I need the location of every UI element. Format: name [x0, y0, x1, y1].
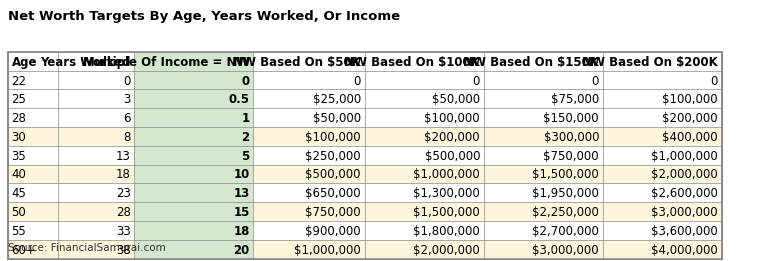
Text: 5: 5 [241, 150, 250, 163]
Text: $200,000: $200,000 [425, 131, 480, 144]
Text: $1,000,000: $1,000,000 [651, 150, 718, 163]
Text: $250,000: $250,000 [306, 150, 361, 163]
Text: 0: 0 [241, 74, 250, 87]
Text: $75,000: $75,000 [551, 93, 599, 106]
Text: $25,000: $25,000 [313, 93, 361, 106]
Text: 2: 2 [241, 131, 250, 144]
Text: $1,500,000: $1,500,000 [532, 168, 599, 181]
Text: 0: 0 [472, 74, 480, 87]
Text: Age: Age [12, 56, 37, 69]
Text: $150,000: $150,000 [544, 112, 599, 125]
Text: $500,000: $500,000 [425, 150, 480, 163]
Text: $3,000,000: $3,000,000 [651, 206, 718, 219]
Text: Source: FinancialSamurai.com: Source: FinancialSamurai.com [8, 243, 165, 253]
Text: $1,500,000: $1,500,000 [413, 206, 480, 219]
Text: $750,000: $750,000 [306, 206, 361, 219]
Bar [8, 240, 722, 259]
Text: $2,000,000: $2,000,000 [651, 168, 718, 181]
Text: 35: 35 [12, 150, 26, 163]
Text: $50,000: $50,000 [313, 112, 361, 125]
Bar [8, 165, 722, 183]
Text: 3: 3 [123, 93, 131, 106]
Text: $1,800,000: $1,800,000 [413, 225, 480, 238]
Text: 1: 1 [241, 112, 250, 125]
Text: 40: 40 [12, 168, 26, 181]
Text: $300,000: $300,000 [544, 131, 599, 144]
Text: $650,000: $650,000 [306, 187, 361, 200]
Text: $3,000,000: $3,000,000 [532, 244, 599, 257]
Text: NW Based On $50K: NW Based On $50K [233, 56, 361, 69]
Text: 28: 28 [12, 112, 26, 125]
Text: 38: 38 [116, 244, 131, 257]
Text: 18: 18 [116, 168, 131, 181]
Text: 10: 10 [233, 168, 250, 181]
Text: 20: 20 [233, 244, 250, 257]
Text: $1,300,000: $1,300,000 [413, 187, 480, 200]
Text: 45: 45 [12, 187, 26, 200]
Text: $100,000: $100,000 [306, 131, 361, 144]
Text: 23: 23 [116, 187, 131, 200]
Text: 0: 0 [123, 74, 131, 87]
Text: 0: 0 [710, 74, 718, 87]
Text: $100,000: $100,000 [425, 112, 480, 125]
Text: 13: 13 [116, 150, 131, 163]
Text: 15: 15 [233, 206, 250, 219]
Text: $1,000,000: $1,000,000 [413, 168, 480, 181]
Text: $2,250,000: $2,250,000 [532, 206, 599, 219]
Text: 6: 6 [123, 112, 131, 125]
Text: Multiple Of Income = NW: Multiple Of Income = NW [83, 56, 250, 69]
Text: 0: 0 [591, 74, 599, 87]
Text: 55: 55 [12, 225, 26, 238]
Text: $500,000: $500,000 [306, 168, 361, 181]
Text: 18: 18 [233, 225, 250, 238]
Text: NW Based On $200K: NW Based On $200K [582, 56, 718, 69]
Text: $2,000,000: $2,000,000 [413, 244, 480, 257]
Text: 50: 50 [12, 206, 26, 219]
Text: $4,000,000: $4,000,000 [651, 244, 718, 257]
Text: $1,950,000: $1,950,000 [532, 187, 599, 200]
Bar [8, 202, 722, 221]
Text: 13: 13 [233, 187, 250, 200]
Text: 33: 33 [116, 225, 131, 238]
Text: NW Based On $150K: NW Based On $150K [463, 56, 599, 69]
Text: 60+: 60+ [12, 244, 36, 257]
Text: $50,000: $50,000 [432, 93, 480, 106]
Text: $2,700,000: $2,700,000 [532, 225, 599, 238]
Text: $3,600,000: $3,600,000 [651, 225, 718, 238]
Text: 25: 25 [12, 93, 26, 106]
Text: NW Based On $100K: NW Based On $100K [344, 56, 480, 69]
Text: Years Worked: Years Worked [40, 56, 131, 69]
Text: 0: 0 [353, 74, 361, 87]
Text: $900,000: $900,000 [306, 225, 361, 238]
Text: 8: 8 [123, 131, 131, 144]
Text: $750,000: $750,000 [544, 150, 599, 163]
Text: 22: 22 [12, 74, 27, 87]
Text: $100,000: $100,000 [663, 93, 718, 106]
Text: Net Worth Targets By Age, Years Worked, Or Income: Net Worth Targets By Age, Years Worked, … [8, 10, 400, 23]
Bar [8, 127, 722, 146]
Text: $1,000,000: $1,000,000 [294, 244, 361, 257]
Text: 28: 28 [116, 206, 131, 219]
Text: $200,000: $200,000 [663, 112, 718, 125]
Text: 0.5: 0.5 [229, 93, 250, 106]
Text: $2,600,000: $2,600,000 [651, 187, 718, 200]
Text: 30: 30 [12, 131, 26, 144]
Text: $400,000: $400,000 [663, 131, 718, 144]
